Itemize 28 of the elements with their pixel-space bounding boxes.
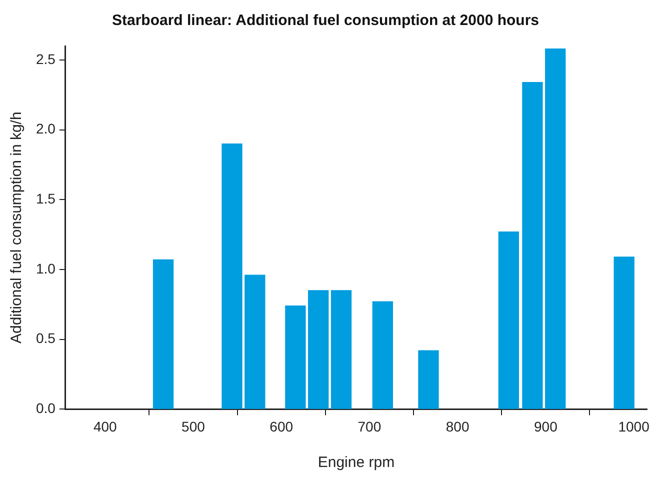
bar xyxy=(498,231,519,410)
y-tick-label: 1.0 xyxy=(36,260,56,276)
bar xyxy=(614,256,634,410)
bar xyxy=(372,301,393,410)
bar xyxy=(222,143,242,410)
bar xyxy=(285,306,306,410)
x-tick-label: 600 xyxy=(270,418,294,434)
x-tick-label: 1000 xyxy=(618,418,650,434)
y-tick-label: 0.0 xyxy=(36,400,56,416)
bar xyxy=(522,82,543,410)
bar xyxy=(308,290,329,410)
x-axis-title: Engine rpm xyxy=(318,454,395,472)
y-tick-label: 0.5 xyxy=(36,330,56,346)
y-axis-title: Additional fuel consumption in kg/h xyxy=(8,112,26,344)
bar xyxy=(244,274,266,410)
chart-title: Starboard linear: Additional fuel consumption at 2000 hours xyxy=(112,12,540,30)
bar xyxy=(418,350,439,410)
x-tick-label: 800 xyxy=(446,418,470,434)
x-tick-label: 400 xyxy=(93,418,118,434)
x-tick-label: 900 xyxy=(534,418,558,434)
bar xyxy=(152,259,174,410)
x-tick-label: 700 xyxy=(358,418,382,434)
y-tick-label: 2.0 xyxy=(36,120,56,137)
bar xyxy=(330,290,352,410)
y-tick-label: 1.5 xyxy=(36,190,56,207)
y-tick-label: 2.5 xyxy=(36,50,56,67)
x-tick-label: 500 xyxy=(182,418,206,434)
bar xyxy=(545,48,566,410)
